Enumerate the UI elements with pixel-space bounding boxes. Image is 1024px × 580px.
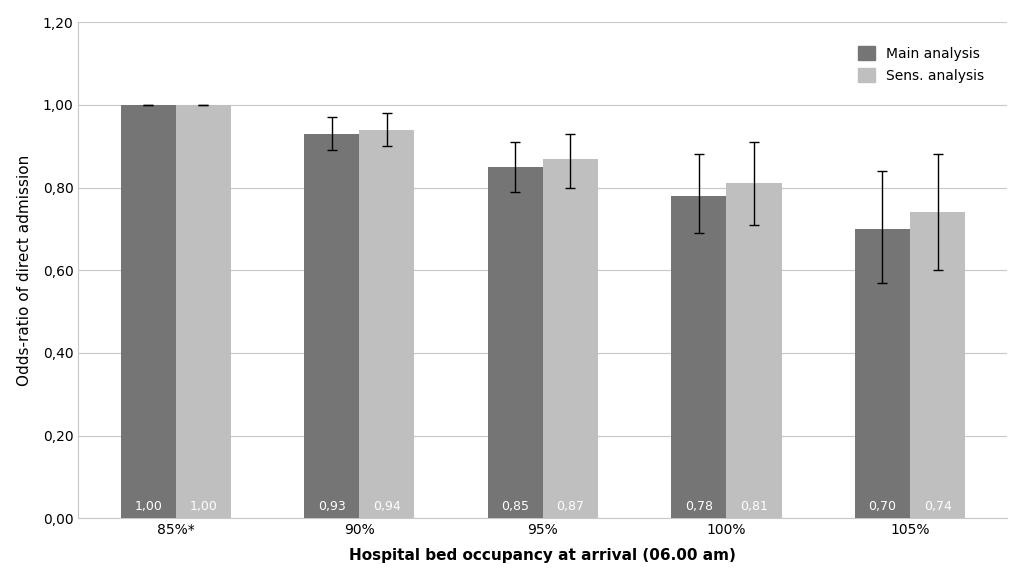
- Bar: [910, 212, 965, 519]
- Legend: Main analysis, Sens. analysis: Main analysis, Sens. analysis: [851, 39, 991, 89]
- Text: 0,70: 0,70: [868, 501, 896, 513]
- Text: 0,85: 0,85: [502, 501, 529, 513]
- Bar: [359, 130, 415, 519]
- Text: 0,78: 0,78: [685, 501, 713, 513]
- Text: 0,94: 0,94: [373, 501, 400, 513]
- Bar: [855, 229, 910, 519]
- Bar: [672, 196, 726, 519]
- Text: 0,74: 0,74: [924, 501, 951, 513]
- Bar: [543, 158, 598, 519]
- Text: 1,00: 1,00: [189, 501, 217, 513]
- X-axis label: Hospital bed occupancy at arrival (06.00 am): Hospital bed occupancy at arrival (06.00…: [349, 548, 736, 563]
- Text: 1,00: 1,00: [134, 501, 162, 513]
- Text: 0,87: 0,87: [556, 501, 585, 513]
- Text: 0,81: 0,81: [740, 501, 768, 513]
- Text: 0,93: 0,93: [317, 501, 346, 513]
- Y-axis label: Odds-ratio of direct admission: Odds-ratio of direct admission: [16, 155, 32, 386]
- Bar: [726, 183, 781, 519]
- Bar: [487, 167, 543, 519]
- Bar: [304, 134, 359, 519]
- Bar: [121, 105, 176, 519]
- Bar: [176, 105, 230, 519]
